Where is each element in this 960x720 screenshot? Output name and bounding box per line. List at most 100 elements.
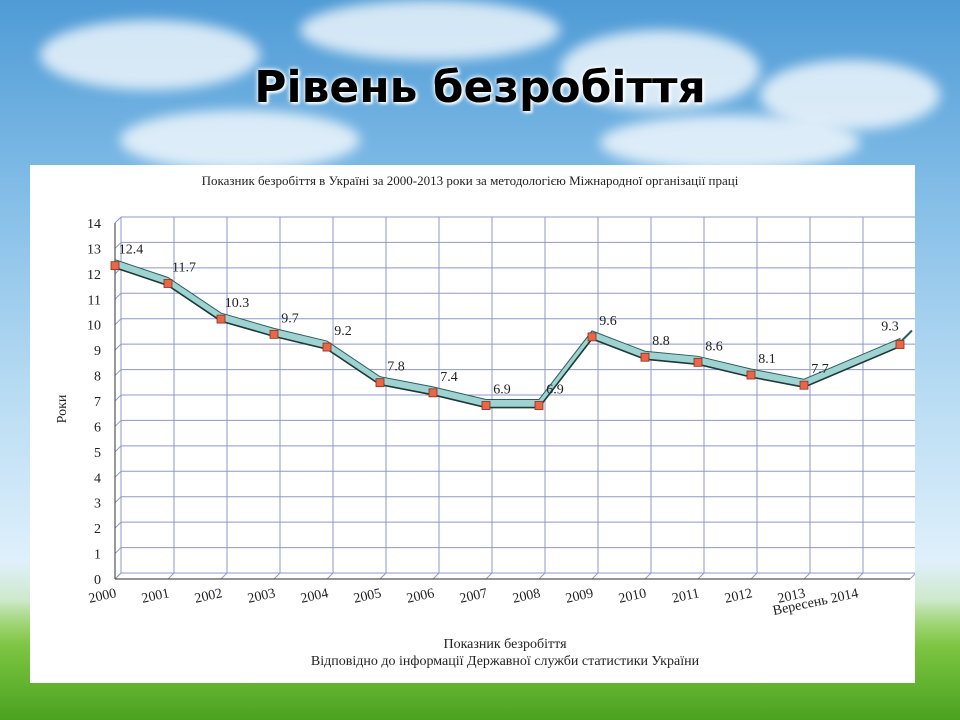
y-tick-label: 6 xyxy=(94,420,101,435)
x-tick-label: 2011 xyxy=(671,586,701,606)
data-label: 9.2 xyxy=(334,324,352,339)
gridline-depth xyxy=(114,343,122,351)
gridline-depth xyxy=(114,242,122,249)
data-point-marker xyxy=(375,378,385,388)
y-tick-label: 4 xyxy=(94,471,101,486)
data-label: 7.7 xyxy=(811,362,829,377)
data-label: 6.9 xyxy=(546,383,564,398)
y-tick-label: 8 xyxy=(94,370,101,385)
gridline-floor xyxy=(644,572,652,580)
gridline-depth xyxy=(114,216,122,224)
gridline-depth xyxy=(114,521,122,529)
gridline-floor xyxy=(273,572,281,580)
data-point-marker xyxy=(746,370,756,380)
x-tick-label: 2000 xyxy=(87,586,118,606)
unemployment-line-chart: Показник безробіття в Україні за 2000-20… xyxy=(55,173,917,669)
data-point-marker xyxy=(481,401,491,410)
x-tick-label: 2004 xyxy=(299,586,330,606)
data-labels: 12.4 11.7 10.3 9.7 9.2 7.8 7.4 6.9 6.9 9.6 8.8 8.6 8… xyxy=(119,243,899,398)
chart-panel: Показник безробіття в Україні за 2000-20… xyxy=(30,165,917,683)
y-tick-label: 9 xyxy=(94,344,101,359)
gridline-floor xyxy=(379,572,387,580)
series-line xyxy=(110,258,913,410)
gridline-depth xyxy=(114,394,122,402)
data-label: 9.6 xyxy=(599,314,617,329)
gridline-floor xyxy=(697,572,705,580)
x-tick-label: 2001 xyxy=(140,586,171,606)
gridline-floor xyxy=(538,572,546,580)
gridline-floor xyxy=(220,572,228,580)
grid xyxy=(114,216,917,580)
gridline-depth xyxy=(114,470,122,478)
data-label: 6.9 xyxy=(493,383,511,398)
data-label: 11.7 xyxy=(172,260,196,275)
cloud xyxy=(560,30,760,110)
cloud xyxy=(120,110,360,170)
y-tick-label: 5 xyxy=(94,446,101,461)
data-point-marker xyxy=(110,261,120,271)
cloud xyxy=(300,0,560,60)
data-label: 8.1 xyxy=(758,352,776,367)
gridline-depth xyxy=(114,547,122,554)
y-tick-label: 14 xyxy=(87,217,101,232)
data-point-marker xyxy=(895,340,905,349)
chart-title: Показник безробіття в Україні за 2000-20… xyxy=(202,173,739,188)
data-label: 7.8 xyxy=(387,360,405,375)
gridline-floor xyxy=(485,572,493,580)
gridline-floor xyxy=(803,572,811,580)
gridline-floor xyxy=(326,572,334,580)
gridline-depth xyxy=(114,292,122,300)
y-tick-label: 7 xyxy=(94,395,101,410)
data-label: 8.8 xyxy=(652,334,670,349)
y-tick-label: 0 xyxy=(94,573,101,588)
data-label: 12.4 xyxy=(119,243,144,258)
data-point-marker xyxy=(587,332,597,342)
gridline-depth xyxy=(114,420,122,427)
y-tick-label: 10 xyxy=(87,319,101,334)
slide-title: Рівень безробіття xyxy=(254,62,706,113)
gridline-depth xyxy=(114,369,122,376)
data-label: 9.7 xyxy=(281,311,299,326)
gridline-floor xyxy=(750,572,758,580)
chart-source-note: Відповідно до інформації Державної служб… xyxy=(311,654,700,669)
gridline-depth xyxy=(114,445,122,453)
data-point-marker xyxy=(269,329,279,339)
gridline-floor xyxy=(432,572,440,580)
data-point-marker xyxy=(534,401,544,410)
x-tick-label: 2005 xyxy=(352,586,383,606)
y-tick-label: 12 xyxy=(87,268,101,283)
cloud xyxy=(40,20,260,90)
data-point-marker xyxy=(428,388,438,398)
data-point-marker xyxy=(163,279,173,288)
x-tick-label: 2006 xyxy=(405,586,436,606)
x-tick-label: 2013 xyxy=(776,586,807,606)
gridline-floor xyxy=(167,572,175,580)
y-tick-label: 13 xyxy=(87,242,101,257)
gridline-floor xyxy=(591,572,599,580)
y-axis-label: Роки xyxy=(55,394,70,423)
x-tick-label: 2010 xyxy=(617,586,648,606)
x-tick-label: 2002 xyxy=(193,586,224,606)
x-tick-label: 2007 xyxy=(458,586,489,606)
gridline-floor xyxy=(909,572,917,580)
cloud xyxy=(600,115,860,170)
y-tick-label: 11 xyxy=(88,293,101,308)
data-point-marker xyxy=(693,357,703,367)
x-tick-label: 2003 xyxy=(246,586,277,606)
data-label: 7.4 xyxy=(440,370,458,385)
x-tick-label: 2008 xyxy=(511,586,542,606)
y-tick-label: 3 xyxy=(94,497,101,512)
y-tick-label: 1 xyxy=(94,548,101,563)
data-point-marker xyxy=(322,342,332,352)
data-label: 8.6 xyxy=(705,339,723,354)
gridline-depth xyxy=(114,318,122,326)
data-point-marker xyxy=(799,380,809,390)
x-tick-label: 2012 xyxy=(723,586,754,606)
data-label: 9.3 xyxy=(881,320,899,335)
data-point-marker xyxy=(216,314,226,324)
y-tick-label: 2 xyxy=(94,522,101,537)
x-tick-label: 2009 xyxy=(564,586,595,606)
gridline-floor xyxy=(856,572,864,580)
gridline-floor xyxy=(114,572,122,580)
